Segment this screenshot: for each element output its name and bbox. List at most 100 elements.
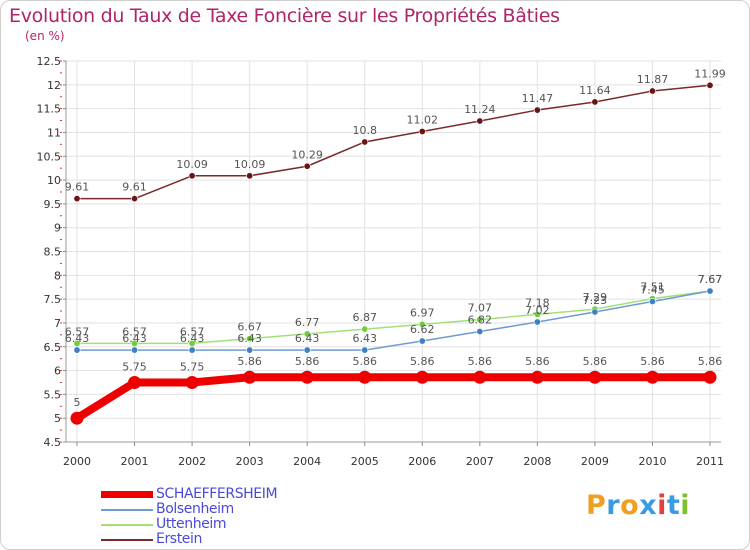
data-label-erstein: 11.99 [694, 67, 726, 80]
data-label-bolsenheim: 6.43 [122, 332, 147, 345]
data-label-uttenheim: 7.07 [468, 302, 493, 315]
proxiti-logo: Proxiti [586, 490, 690, 521]
data-label-erstein: 11.64 [579, 84, 611, 97]
x-tick-label: 2005 [351, 455, 379, 468]
data-point-schaeffersheim [703, 370, 717, 384]
y-tick-label: 9 [54, 222, 61, 235]
y-tick-label: 12 [47, 79, 61, 92]
data-label-layer: 9.61 9.61 10.09 10.09 10.29 10.8 11.02 11.24 11.… [65, 67, 726, 409]
x-tick-label: 2000 [63, 455, 91, 468]
y-tick-label: 5.5 [44, 388, 62, 401]
data-point-schaeffersheim [473, 370, 487, 384]
x-tick-label: 2010 [638, 455, 666, 468]
data-point-schaeffersheim [358, 370, 372, 384]
data-point-erstein [188, 172, 196, 180]
y-tick-label: 8 [54, 269, 61, 282]
data-label-erstein: 10.29 [291, 148, 323, 161]
series-line-schaeffersheim [73, 373, 714, 423]
data-label-uttenheim: 7.67 [698, 273, 723, 286]
series-line-bolsenheim [76, 290, 711, 351]
data-point-bolsenheim [706, 287, 714, 295]
x-tick-label: 2007 [466, 455, 494, 468]
data-point-schaeffersheim [300, 370, 314, 384]
y-tick-label: 12.5 [37, 55, 62, 68]
series-line-erstein [76, 84, 711, 200]
legend-swatch [101, 491, 153, 498]
y-tick-label: 9.5 [44, 198, 62, 211]
logo-letter: o [620, 490, 640, 521]
y-tick-label: 10 [47, 174, 61, 187]
series-layer [70, 81, 717, 425]
data-label-uttenheim: 6.87 [352, 311, 377, 324]
x-tick-label: 2006 [408, 455, 436, 468]
x-tick-label: 2002 [178, 455, 206, 468]
data-point-bolsenheim [418, 337, 426, 345]
y-tick-label: 11.5 [37, 103, 62, 116]
data-label-bolsenheim: 6.43 [295, 332, 320, 345]
y-tick-label: 6 [54, 365, 61, 378]
x-tick-label: 2001 [121, 455, 149, 468]
data-point-uttenheim [476, 316, 484, 324]
y-tick-label: 5 [54, 412, 61, 425]
data-label-uttenheim: 6.57 [65, 325, 90, 338]
data-label-schaeffersheim: 5.86 [698, 355, 723, 368]
data-label-bolsenheim: 7.02 [525, 304, 550, 317]
data-point-uttenheim [361, 325, 369, 333]
x-tick-label: 2003 [236, 455, 264, 468]
data-point-schaeffersheim [185, 375, 199, 389]
data-label-bolsenheim: 6.43 [180, 332, 205, 345]
data-label-erstein: 11.24 [464, 103, 496, 116]
data-label-schaeffersheim: 5.86 [295, 355, 320, 368]
logo-letter: t [666, 490, 681, 521]
data-point-erstein [246, 172, 254, 180]
data-label-uttenheim: 7.18 [525, 296, 550, 309]
y-axis-unit-label: (en %) [25, 29, 65, 43]
x-tick-label: 2004 [293, 455, 321, 468]
legend-swatch [101, 524, 153, 526]
data-label-schaeffersheim: 5.75 [122, 360, 147, 373]
axis-layer: 4.555.566.577.588.599.51010.51111.51212.… [37, 55, 725, 468]
data-point-schaeffersheim [645, 370, 659, 384]
legend-label: Erstein [156, 531, 202, 547]
data-point-schaeffersheim [243, 370, 257, 384]
data-point-schaeffersheim [415, 370, 429, 384]
y-tick-label: 11 [47, 126, 61, 139]
data-point-schaeffersheim [588, 370, 602, 384]
data-label-uttenheim: 6.57 [122, 325, 147, 338]
data-label-uttenheim: 7.29 [583, 291, 608, 304]
data-point-bolsenheim [303, 346, 311, 354]
y-tick-label: 6.5 [44, 341, 62, 354]
data-label-schaeffersheim: 5.86 [468, 355, 493, 368]
x-tick-label: 2009 [581, 455, 609, 468]
data-point-schaeffersheim [70, 411, 84, 425]
data-point-erstein [418, 127, 426, 135]
data-point-bolsenheim [73, 346, 81, 354]
data-label-bolsenheim: 6.62 [410, 323, 435, 336]
y-tick-label: 10.5 [37, 150, 62, 163]
data-label-bolsenheim: 6.43 [237, 332, 262, 345]
data-label-schaeffersheim: 5.86 [352, 355, 377, 368]
data-label-bolsenheim: 7.67 [698, 273, 723, 286]
data-label-uttenheim: 6.57 [180, 325, 205, 338]
data-label-schaeffersheim: 5.86 [640, 355, 665, 368]
logo-letter: i [657, 490, 667, 521]
data-label-schaeffersheim: 5.86 [525, 355, 550, 368]
data-point-erstein [131, 195, 139, 203]
data-label-erstein: 11.02 [407, 113, 439, 126]
logo-letter: i [680, 490, 691, 521]
legend-label: SCHAEFFERSHEIM [156, 486, 278, 502]
data-label-erstein: 10.09 [176, 158, 208, 171]
chart-title: Evolution du Taux de Taxe Foncière sur l… [9, 5, 560, 27]
data-label-schaeffersheim: 5.86 [583, 355, 608, 368]
data-label-bolsenheim: 7.45 [640, 284, 665, 297]
data-point-erstein [591, 98, 599, 106]
data-point-bolsenheim [591, 308, 599, 316]
logo-letter: P [586, 490, 607, 521]
data-label-bolsenheim: 6.43 [65, 332, 90, 345]
legend-label: Uttenheim [156, 516, 227, 532]
y-tick-label: 4.5 [44, 436, 62, 449]
data-label-schaeffersheim: 5.86 [410, 355, 435, 368]
y-tick-label: 7.5 [44, 293, 62, 306]
